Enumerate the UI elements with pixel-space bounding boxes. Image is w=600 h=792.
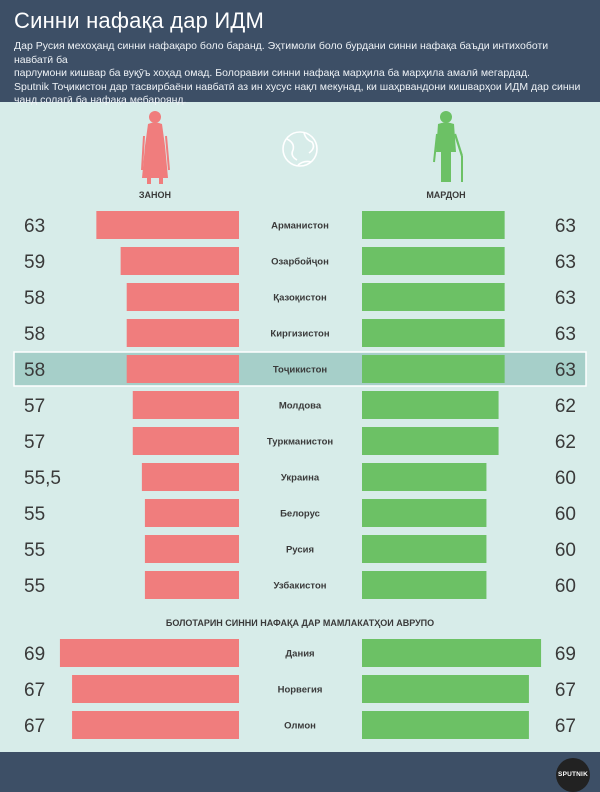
category-label: Молдова <box>279 401 322 412</box>
value-label-men: 60 <box>555 540 576 561</box>
bar-women <box>72 711 239 739</box>
category-label: Украина <box>281 473 320 484</box>
bar-men <box>362 319 505 347</box>
value-label-men: 63 <box>555 288 576 309</box>
woman-silhouette-icon <box>141 111 170 184</box>
category-label: Норвегия <box>278 685 323 696</box>
value-label-women: 58 <box>24 288 45 309</box>
category-label: Узбакистон <box>273 581 326 592</box>
category-label: Тоҷикистон <box>273 365 328 376</box>
category-label: Озарбойҷон <box>271 257 329 268</box>
bar-men <box>362 427 499 455</box>
value-label-men: 63 <box>555 360 576 381</box>
value-label-women: 57 <box>24 432 45 453</box>
bar-women <box>141 463 239 491</box>
bar-women <box>144 535 239 563</box>
category-label: Олмон <box>284 721 316 732</box>
bar-women <box>72 675 239 703</box>
bar-men <box>362 675 529 703</box>
bar-men <box>362 463 487 491</box>
category-label: Русия <box>286 545 314 556</box>
value-label-men: 60 <box>555 468 576 489</box>
pension-age-chart: ЗАНОН МАРДОН БОЛОТАРИН СИННИ НАФАҚА ДАР … <box>13 111 587 739</box>
value-label-men: 62 <box>555 396 576 417</box>
bar-women <box>132 391 239 419</box>
category-label: Киргизистон <box>270 329 329 340</box>
man-silhouette-icon <box>433 111 464 182</box>
value-label-men: 62 <box>555 432 576 453</box>
footer: SPUTNIK <box>0 752 600 792</box>
value-label-women: 58 <box>24 360 45 381</box>
value-label-women: 55 <box>24 540 45 561</box>
value-label-women: 55,5 <box>24 468 61 489</box>
legend-women: ЗАНОН <box>139 190 171 200</box>
bar-women <box>120 247 239 275</box>
page-title: Синни нафақа дар ИДМ <box>14 8 265 33</box>
bar-women <box>144 499 239 527</box>
bar-men <box>362 247 505 275</box>
value-label-men: 63 <box>555 252 576 273</box>
value-label-men: 60 <box>555 504 576 525</box>
value-label-men: 67 <box>555 680 576 701</box>
header: Синни нафақа дар ИДМ Дар Русия мехоҳанд … <box>0 0 600 106</box>
value-label-women: 69 <box>24 644 45 665</box>
bar-men <box>362 711 529 739</box>
category-label: Белорус <box>280 509 320 520</box>
value-label-women: 57 <box>24 396 45 417</box>
value-label-women: 67 <box>24 680 45 701</box>
bar-women <box>132 427 239 455</box>
value-label-men: 63 <box>555 216 576 237</box>
bar-men <box>362 535 487 563</box>
sputnik-logo: SPUTNIK <box>556 758 590 792</box>
value-label-women: 59 <box>24 252 45 273</box>
value-label-men: 67 <box>555 716 576 737</box>
description-line: чанд солагӣ ба нафақа мебароянд. <box>14 94 187 107</box>
bar-men <box>362 355 505 383</box>
bar-men <box>362 283 505 311</box>
value-label-men: 60 <box>555 576 576 597</box>
bar-women <box>96 211 239 239</box>
bar-men <box>362 499 487 527</box>
bar-men <box>362 211 505 239</box>
description: Дар Русия мехоҳанд синни нафақаро боло б… <box>14 40 586 108</box>
bar-women <box>126 355 239 383</box>
bar-men <box>362 571 487 599</box>
description-line: Дар Русия мехоҳанд синни нафақаро боло б… <box>14 40 549 66</box>
category-label: Дания <box>285 649 314 660</box>
section-title: БОЛОТАРИН СИННИ НАФАҚА ДАР МАМЛАКАТҲОИ А… <box>166 618 434 628</box>
value-label-women: 55 <box>24 504 45 525</box>
chart-area: ЗАНОН МАРДОН БОЛОТАРИН СИННИ НАФАҚА ДАР … <box>0 102 600 752</box>
bar-women <box>144 571 239 599</box>
value-label-women: 55 <box>24 576 45 597</box>
value-label-women: 63 <box>24 216 45 237</box>
value-label-men: 63 <box>555 324 576 345</box>
category-label: Туркманистон <box>267 437 334 448</box>
bar-women <box>126 319 239 347</box>
value-label-women: 67 <box>24 716 45 737</box>
value-label-women: 58 <box>24 324 45 345</box>
bar-women <box>126 283 239 311</box>
description-line: парлумони кишвар ба вуқӯъ хоҳад омад. Бо… <box>14 67 530 80</box>
bar-men <box>362 391 499 419</box>
legend-men: МАРДОН <box>426 190 465 200</box>
bar-men <box>362 639 542 667</box>
description-line: Sputnik Тоҷикистон дар тасвирбаёни навба… <box>14 80 581 93</box>
category-label: Арманистон <box>271 221 329 232</box>
globe-icon <box>282 131 318 167</box>
category-label: Қазоқистон <box>273 293 327 304</box>
bar-women <box>59 639 240 667</box>
value-label-men: 69 <box>555 644 576 665</box>
